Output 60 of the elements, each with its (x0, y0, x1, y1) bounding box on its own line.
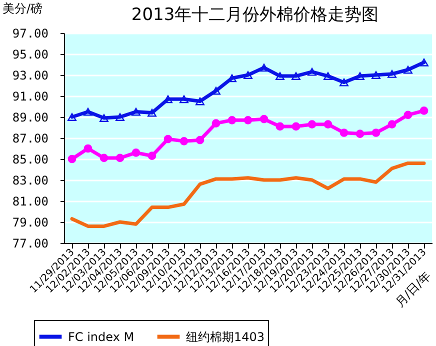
point (68, 113, 76, 121)
y-tick-label: 85.00 (12, 152, 48, 166)
point (132, 148, 140, 157)
point (228, 116, 236, 124)
point (100, 114, 108, 122)
point (308, 68, 316, 76)
point (84, 144, 92, 153)
y-tick-label: 95.00 (12, 48, 48, 62)
point (116, 154, 124, 162)
point (404, 66, 412, 74)
line-series (70, 161, 426, 228)
point (244, 116, 252, 124)
point (324, 120, 332, 129)
y-tick-label: 93.00 (12, 68, 48, 82)
point (180, 95, 188, 104)
y-tick-label: 77.00 (12, 236, 48, 250)
point (388, 120, 396, 129)
chart-title: 2013年十二月份外棉价格走势图 (131, 5, 379, 25)
y-tick-label: 97.00 (12, 26, 48, 40)
point (292, 72, 300, 80)
point (260, 64, 268, 72)
point (276, 72, 284, 80)
legend-label: 纽约棉期1403 (186, 330, 265, 344)
point (148, 108, 156, 117)
point (116, 113, 124, 121)
point (84, 108, 92, 116)
point (260, 114, 268, 124)
point (404, 110, 412, 120)
y-axis-title: 美分/磅 (2, 2, 43, 16)
point (100, 154, 108, 162)
y-tick-label: 79.00 (12, 216, 48, 230)
point (356, 130, 364, 138)
y-tick-label: 89.00 (12, 110, 48, 124)
point (132, 108, 140, 116)
point (196, 97, 204, 106)
point (420, 58, 428, 66)
point (68, 154, 76, 164)
point (308, 120, 316, 129)
point (244, 71, 252, 79)
point (340, 128, 348, 137)
point (372, 71, 380, 79)
legend-label: FC index M (68, 330, 134, 344)
point (324, 72, 332, 80)
point (388, 70, 396, 78)
point (180, 136, 188, 146)
point (212, 119, 220, 128)
point (212, 86, 220, 95)
point (356, 72, 364, 80)
y-tick-label: 91.00 (12, 90, 48, 104)
point (148, 152, 156, 160)
point (164, 134, 172, 144)
point (276, 122, 284, 131)
point (340, 78, 348, 86)
point (292, 122, 300, 131)
y-tick-label: 81.00 (12, 194, 48, 208)
point (420, 106, 428, 115)
point (196, 136, 204, 144)
y-tick-label: 83.00 (12, 174, 48, 188)
point (372, 128, 380, 137)
y-tick-label: 87.00 (12, 132, 48, 146)
